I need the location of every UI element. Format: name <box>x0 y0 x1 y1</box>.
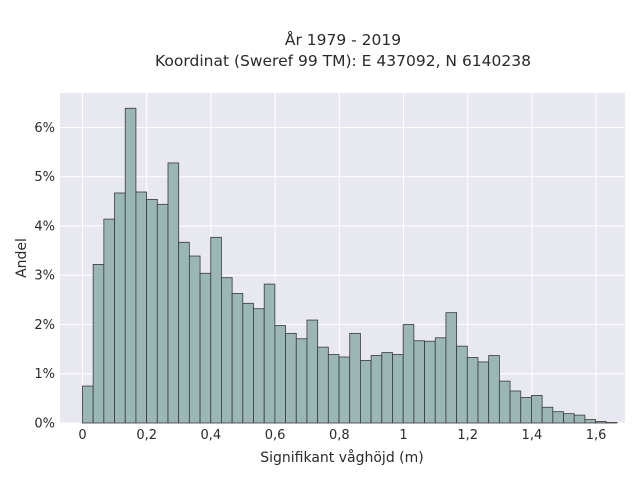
x-tick-label: 1,4 <box>522 428 543 443</box>
y-tick-label: 3% <box>34 269 55 284</box>
histogram-bar <box>477 361 490 424</box>
histogram-bar <box>370 355 383 424</box>
histogram-bar <box>295 338 308 424</box>
histogram-bar <box>146 198 158 424</box>
histogram-bar <box>156 203 169 424</box>
histogram-bar <box>541 406 554 424</box>
histogram-bar <box>242 302 254 424</box>
y-tick-label: 4% <box>34 219 55 234</box>
histogram-bar <box>466 357 479 424</box>
bars <box>82 107 618 424</box>
x-tick-label: 1 <box>399 428 407 443</box>
histogram-bar <box>338 356 351 424</box>
histogram-bar <box>360 360 372 424</box>
histogram-bar <box>509 390 522 424</box>
histogram-bar <box>124 107 137 424</box>
histogram-bar <box>488 355 500 424</box>
histogram-bar <box>103 218 115 424</box>
histogram-bar <box>263 283 276 424</box>
histogram-bar <box>413 340 425 424</box>
histogram-bar <box>349 332 361 424</box>
histogram-bar <box>381 352 393 424</box>
histogram-bar <box>231 293 244 424</box>
chart-title-line-2: Koordinat (Sweref 99 TM): E 437092, N 61… <box>155 52 531 70</box>
x-tick-label: 0,4 <box>201 428 222 443</box>
histogram-bar <box>92 264 105 424</box>
x-tick-label: 0,6 <box>265 428 286 443</box>
histogram-bar <box>563 413 575 424</box>
histogram-bar <box>424 340 436 424</box>
y-tick-label: 6% <box>34 121 55 136</box>
histogram-bar <box>584 419 596 424</box>
y-axis-label: Andel <box>14 238 30 278</box>
histogram-bar <box>434 337 447 424</box>
histogram-bar <box>317 346 329 424</box>
x-tick-labels: 0 0,2 0,4 0,6 0,8 1 1,2 1,4 1,6 <box>78 428 606 443</box>
histogram-bar <box>221 277 233 424</box>
x-tick-label: 1,2 <box>457 428 478 443</box>
histogram-bar <box>253 308 265 424</box>
histogram-bar <box>210 236 222 424</box>
histogram-bar <box>595 421 607 424</box>
histogram-bar <box>285 332 297 424</box>
histogram-bar <box>327 354 340 424</box>
y-tick-label: 1% <box>34 367 55 382</box>
x-tick-label: 0 <box>78 428 86 443</box>
x-tick-label: 1,6 <box>586 428 607 443</box>
y-tick-labels: 0% 1% 2% 3% 4% 5% 6% <box>34 121 55 432</box>
histogram-bar <box>498 380 511 424</box>
histogram-bar <box>552 411 564 424</box>
x-tick-label: 0,2 <box>136 428 157 443</box>
chart-title-line-1: År 1979 - 2019 <box>285 30 401 49</box>
histogram-bar <box>135 191 148 424</box>
histogram-bar <box>188 255 201 424</box>
histogram-bar <box>199 272 212 424</box>
y-tick-label: 5% <box>34 170 55 185</box>
y-tick-label: 2% <box>34 318 55 333</box>
histogram-bar <box>573 414 586 424</box>
x-tick-label: 0,8 <box>329 428 350 443</box>
histogram-bar <box>402 324 415 424</box>
histogram-bar <box>114 192 126 424</box>
histogram-bar <box>456 345 468 424</box>
histogram-bar <box>82 385 94 424</box>
histogram-bar <box>531 395 543 424</box>
x-axis-label: Signifikant våghöjd (m) <box>260 449 423 466</box>
histogram-bar <box>167 162 180 424</box>
histogram-bar <box>274 325 286 424</box>
histogram-bar <box>178 241 190 424</box>
y-tick-label: 0% <box>34 417 55 432</box>
histogram-bar <box>306 319 319 424</box>
histogram-bar <box>392 354 404 424</box>
histogram-bar <box>445 312 458 424</box>
histogram-bar <box>520 396 532 424</box>
